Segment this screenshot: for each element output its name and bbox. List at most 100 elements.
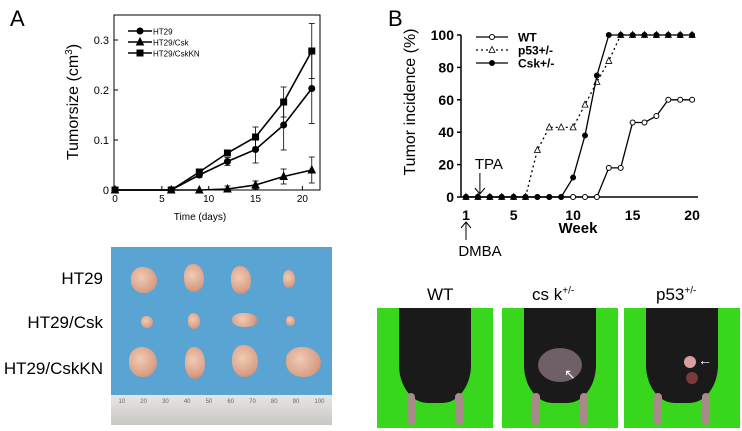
row-label-ht29-cskkn: HT29/CskKN: [3, 359, 103, 378]
ruler-tick-label: 100: [314, 399, 325, 405]
data-point: [689, 96, 696, 103]
data-point: [251, 179, 260, 189]
panel-label-a: A: [10, 6, 25, 31]
label-base: cs k: [532, 285, 563, 304]
data-point: [593, 194, 600, 200]
tumor: [286, 316, 295, 326]
data-point: [195, 184, 204, 194]
data-point: [557, 122, 565, 131]
y-tick-label: 0: [103, 185, 109, 197]
ruler-tick-label: 70: [249, 399, 256, 405]
data-point: [582, 194, 588, 200]
ruler-tick-label: 60: [227, 399, 235, 405]
data-point: [605, 164, 612, 171]
data-point: [195, 168, 203, 176]
data-point: [463, 194, 469, 200]
mouse-leg: [532, 393, 540, 425]
data-point: [510, 194, 517, 200]
ruler-tick-label: 20: [140, 399, 147, 405]
data-point: [558, 194, 565, 200]
label-sup: +/-: [684, 285, 697, 297]
data-point: [665, 96, 672, 103]
mouse-leg: [654, 393, 662, 425]
tumor: [131, 267, 157, 293]
arrow-icon: ↖: [564, 366, 576, 382]
tumor: [185, 347, 205, 379]
data-point: [641, 119, 648, 126]
data-point: [677, 32, 684, 38]
data-point: [605, 56, 613, 64]
data-point: [689, 32, 696, 38]
data-point: [474, 194, 481, 200]
data-point: [135, 36, 145, 46]
mouse-body: [399, 308, 471, 403]
mouse-body: [646, 308, 718, 403]
x-tick-label: 0: [112, 194, 118, 205]
data-point: [629, 119, 636, 126]
legend-label: HT29/Csk: [153, 39, 190, 48]
down-arrow-icon: [474, 173, 486, 195]
data-point: [136, 49, 144, 57]
y-axis-label: Tumor incidence (%): [402, 28, 419, 175]
data-point: [533, 145, 542, 153]
data-point: [570, 194, 577, 200]
data-point: [605, 32, 612, 38]
mouse-body: [524, 308, 596, 403]
data-point: [582, 132, 588, 139]
data-point: [569, 122, 577, 131]
legend-label: WT: [518, 31, 537, 45]
x-tick-label: 10: [565, 207, 581, 223]
arrow-icon: ←: [698, 352, 712, 368]
row-label-ht29: HT29: [61, 269, 103, 288]
data-point: [677, 96, 684, 103]
data-point: [488, 45, 496, 53]
x-axis-label: Week: [559, 220, 599, 237]
data-point: [489, 34, 495, 40]
data-point: [280, 121, 288, 129]
tumor: [129, 347, 157, 377]
y-tick-label: 0: [446, 189, 454, 205]
data-point: [593, 72, 600, 79]
data-point: [546, 194, 553, 200]
label-p53: p53+/-: [656, 285, 696, 305]
up-arrow-icon: [460, 221, 472, 240]
data-point: [629, 32, 636, 38]
data-point: [136, 27, 144, 35]
data-point: [581, 100, 589, 108]
y-tick-label: 0.2: [94, 85, 109, 97]
mouse-photo-wt: [377, 308, 493, 428]
x-axis-label: Time (days): [174, 212, 226, 223]
data-point: [534, 194, 541, 200]
panel-label-b: B: [388, 6, 403, 31]
ruler-tick-label: 40: [183, 399, 191, 405]
data-point: [167, 186, 175, 194]
data-point: [279, 171, 288, 180]
data-point: [486, 194, 493, 200]
label-wt: WT: [427, 285, 453, 305]
data-point: [223, 183, 232, 193]
data-point: [653, 32, 660, 38]
data-point: [280, 98, 288, 106]
tumor: [232, 345, 258, 377]
tumor: [231, 266, 251, 294]
data-point: [545, 122, 553, 131]
tumor: [188, 313, 200, 329]
x-tick-label: 1: [462, 207, 470, 223]
data-point: [617, 164, 624, 171]
x-tick-label: 5: [510, 207, 518, 223]
label-base: WT: [427, 285, 454, 304]
label-base: p53: [656, 285, 685, 304]
data-point: [252, 133, 260, 141]
y-tick-label: 60: [438, 92, 454, 108]
dmba-annotation: DMBA: [458, 243, 501, 260]
legend-label: Csk+/-: [518, 57, 554, 71]
label-csk: cs k+/-: [532, 285, 574, 305]
data-point: [489, 60, 495, 66]
ruler: 10 20 30 40 50 60 70 80 90 100: [111, 395, 332, 425]
tumor: [184, 264, 204, 292]
y-tick-label: 20: [438, 157, 454, 173]
label-sup: +/-: [562, 285, 575, 297]
ruler-tick-label: 80: [270, 399, 278, 405]
